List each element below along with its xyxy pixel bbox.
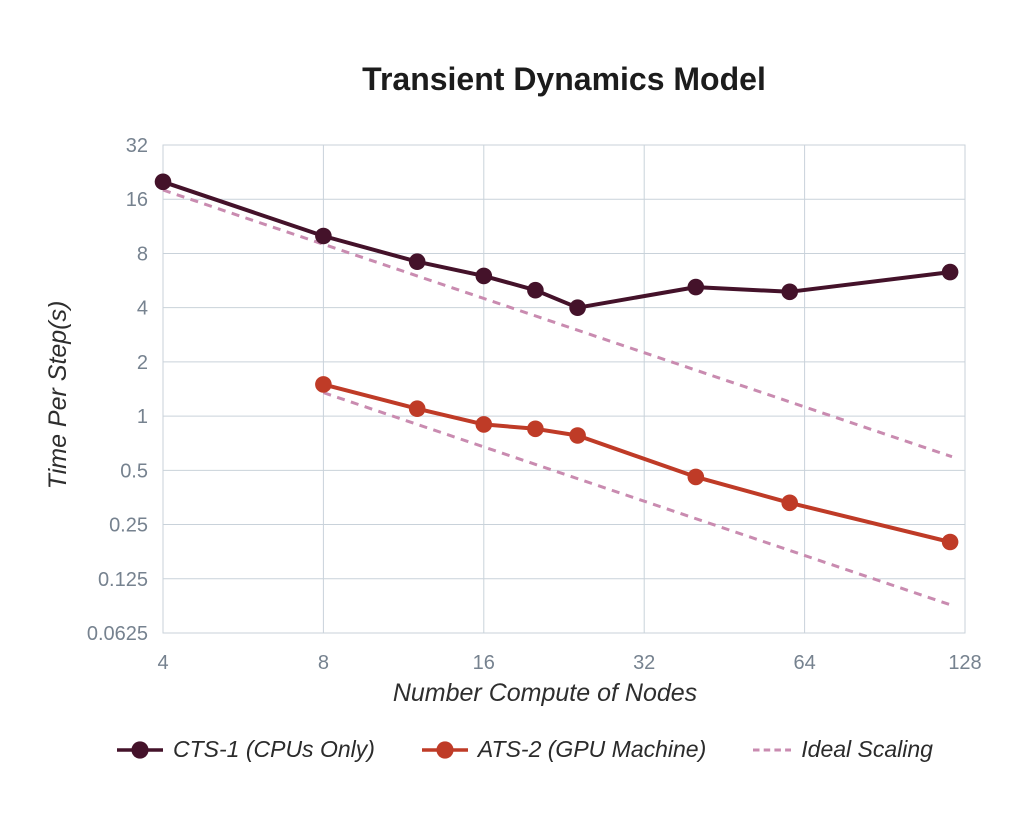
- x-tick-label: 128: [948, 652, 981, 674]
- legend-item-ideal-scaling: Ideal Scaling: [752, 736, 933, 763]
- ats-2-point: [475, 416, 493, 433]
- y-tick-label: 8: [137, 243, 148, 265]
- x-tick-label: 16: [473, 652, 495, 674]
- y-tick-label: 0.5: [120, 460, 148, 482]
- ats-2-line: [321, 382, 953, 544]
- chart-title: Transient Dynamics Model: [362, 61, 766, 97]
- y-tick-label: 0.125: [98, 569, 148, 591]
- y-tick-label: 0.0625: [87, 623, 148, 645]
- cts-1-point: [527, 281, 544, 299]
- cts-1-point: [475, 267, 493, 285]
- legend-label: ATS-2 (GPU Machine): [477, 736, 707, 762]
- cts-1-point: [315, 227, 332, 245]
- y-tick-label: 2: [137, 352, 148, 374]
- ats-2-point: [941, 533, 959, 551]
- legend-marker-ideal-scaling: [753, 748, 792, 751]
- legend-marker-cts-1: [117, 740, 163, 759]
- ats-2-point: [408, 400, 426, 418]
- y-tick-label: 1: [137, 406, 148, 428]
- plot-border: [162, 144, 966, 634]
- ats-2-point: [781, 494, 798, 512]
- ideal-scaling-line: [162, 188, 953, 459]
- legend-marker-ats-2: [421, 740, 468, 759]
- x-tick-label: 4: [157, 652, 168, 674]
- x-tick-label: 8: [318, 652, 329, 674]
- cts-1-point: [154, 173, 172, 191]
- legend-item-cts-1: CTS-1 (CPUs Only): [116, 736, 375, 763]
- legend-label: Ideal Scaling: [801, 736, 933, 762]
- ats-2-point: [687, 468, 705, 486]
- y-tick-label: 16: [126, 189, 148, 211]
- dot-swatch: [436, 740, 454, 759]
- legend-item-ats-2: ATS-2 (GPU Machine): [421, 736, 706, 763]
- cts-1-point: [781, 283, 798, 301]
- legend: CTS-1 (CPUs Only) ATS-2 (GPU Machine) Idea…: [116, 736, 933, 763]
- cts-1-point: [941, 263, 959, 281]
- ats-2-point: [315, 376, 332, 393]
- legend-label: CTS-1 (CPUs Only): [173, 736, 375, 762]
- x-axis-title: Number Compute of Nodes: [392, 679, 698, 707]
- dot-swatch: [131, 740, 149, 759]
- y-tick-label: 0.25: [109, 515, 148, 537]
- ideal-scaling-line: [322, 391, 953, 607]
- y-tick-label: 32: [126, 135, 148, 157]
- cts-1-point: [687, 278, 705, 296]
- ats-2-point: [569, 427, 586, 444]
- cts-1-point: [569, 299, 586, 317]
- x-tick-label: 32: [633, 652, 655, 674]
- x-tick-label: 64: [793, 652, 815, 674]
- cts-1-line: [161, 179, 953, 310]
- ats-2-point: [527, 420, 544, 438]
- cts-1-point: [408, 253, 426, 270]
- y-tick-label: 4: [137, 298, 148, 320]
